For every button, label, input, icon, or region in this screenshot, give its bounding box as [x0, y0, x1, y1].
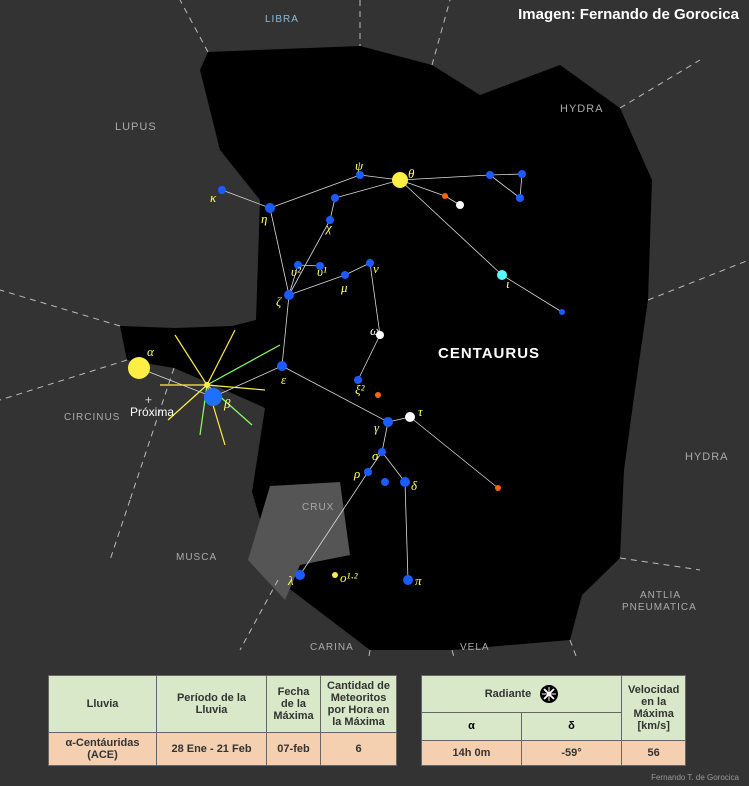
constellation-chart: αβ+εζυ²υ¹μνχψθηκωξ²γτσρδπλo¹·²ιPróximaCE…: [0, 0, 749, 660]
svg-text:ψ: ψ: [355, 158, 364, 173]
credit-bottom: Fernando T. de Gorocica: [651, 773, 739, 782]
svg-text:LIBRA: LIBRA: [265, 14, 299, 25]
svg-text:HYDRA: HYDRA: [560, 103, 604, 115]
svg-text:ζ: ζ: [276, 294, 282, 309]
svg-text:o¹·²: o¹·²: [340, 570, 359, 585]
svg-text:δ: δ: [411, 478, 418, 493]
svg-text:θ: θ: [408, 166, 415, 181]
svg-text:PNEUMATICA: PNEUMATICA: [622, 602, 697, 613]
svg-text:VELA: VELA: [460, 642, 490, 653]
svg-text:μ: μ: [340, 280, 348, 295]
data-cell: 07-feb: [267, 733, 321, 766]
col-header: Cantidad de Meteoritos por Hora en la Má…: [321, 676, 397, 733]
svg-text:ξ²: ξ²: [355, 382, 366, 397]
svg-text:υ²: υ²: [291, 264, 302, 279]
svg-text:σ: σ: [372, 448, 379, 463]
svg-text:LUPUS: LUPUS: [115, 121, 157, 133]
svg-text:η: η: [261, 211, 267, 226]
col-header: Lluvia: [49, 676, 157, 733]
shower-table: LluviaPeríodo de la LluviaFecha de la Má…: [48, 675, 397, 766]
svg-text:γ: γ: [374, 420, 380, 435]
svg-text:ρ: ρ: [353, 466, 360, 481]
data-cell: 56: [622, 740, 686, 765]
svg-text:CRUX: CRUX: [302, 502, 334, 513]
svg-text:ANTLIA: ANTLIA: [640, 590, 681, 601]
svg-text:υ¹: υ¹: [317, 264, 327, 279]
data-cell: 6: [321, 733, 397, 766]
svg-text:κ: κ: [210, 190, 217, 205]
svg-text:MUSCA: MUSCA: [176, 552, 217, 563]
svg-text:CARINA: CARINA: [310, 642, 354, 653]
svg-text:ι: ι: [506, 276, 510, 291]
sub-header: δ: [522, 712, 622, 740]
data-cell: -59°: [522, 740, 622, 765]
svg-text:α: α: [147, 344, 155, 359]
svg-text:λ: λ: [287, 573, 294, 588]
svg-text:CENTAURUS: CENTAURUS: [438, 345, 540, 362]
data-cell: α-Centáuridas (ACE): [49, 733, 157, 766]
svg-text:CIRCINUS: CIRCINUS: [64, 412, 120, 423]
radiant-table: Radiante Velocidad en la Máxima [km/s] α…: [421, 675, 686, 766]
data-cell: 28 Ene - 21 Feb: [157, 733, 267, 766]
col-header: Período de la Lluvia: [157, 676, 267, 733]
sub-header: α: [422, 712, 522, 740]
svg-text:ω: ω: [370, 323, 379, 338]
svg-text:β: β: [223, 396, 231, 411]
svg-text:ε: ε: [281, 372, 287, 387]
svg-text:Próxima: Próxima: [130, 405, 174, 419]
svg-text:HYDRA: HYDRA: [685, 451, 729, 463]
data-cell: 14h 0m: [422, 740, 522, 765]
radiant-icon: [540, 685, 558, 703]
svg-text:ν: ν: [373, 261, 379, 276]
svg-text:χ: χ: [324, 220, 332, 235]
svg-text:π: π: [415, 573, 422, 588]
col-header: Fecha de la Máxima: [267, 676, 321, 733]
data-tables: LluviaPeríodo de la LluviaFecha de la Má…: [48, 675, 686, 766]
